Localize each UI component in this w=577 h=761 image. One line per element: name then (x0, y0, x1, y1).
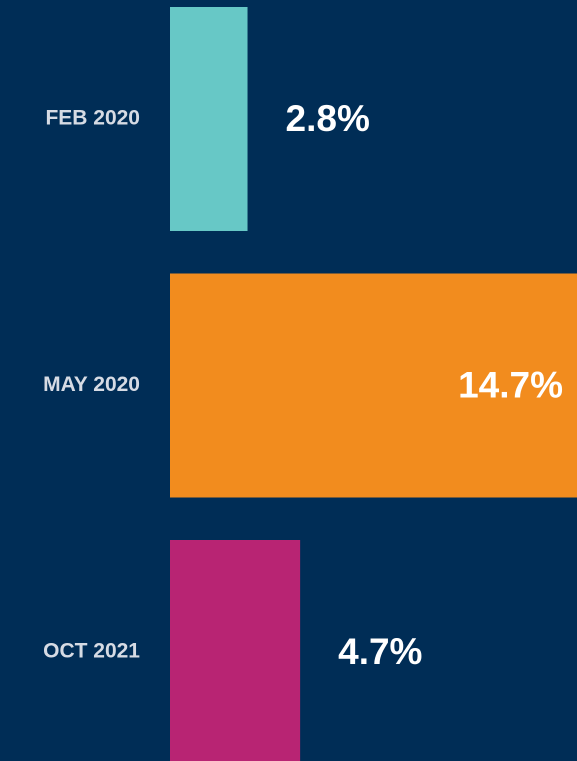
bar (170, 7, 248, 231)
value-label: 2.8% (286, 98, 370, 139)
category-label: FEB 2020 (45, 107, 140, 130)
bar (170, 273, 577, 498)
value-label: 14.7% (458, 364, 563, 405)
value-label: 4.7% (338, 631, 422, 672)
category-label: OCT 2021 (43, 640, 140, 663)
category-label: MAY 2020 (43, 373, 140, 396)
bar (170, 540, 301, 761)
